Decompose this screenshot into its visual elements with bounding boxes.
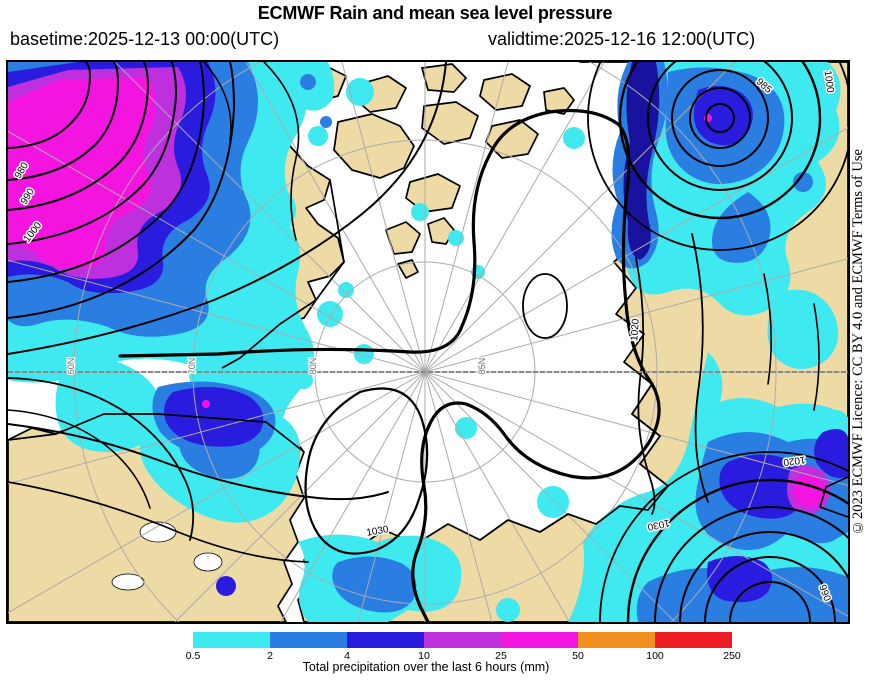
- colorbar-segment: [655, 632, 732, 648]
- contour-label: 1020: [629, 318, 642, 341]
- copyright-notice: ©2023 ECMWF Licence: CC BY 4.0 and ECMWF…: [850, 149, 866, 535]
- colorbar-tick: 50: [572, 650, 584, 662]
- graticule-label: 85N: [477, 358, 487, 375]
- precip-legend-caption: Total precipitation over the last 6 hour…: [302, 660, 550, 674]
- colorbar-segment: [270, 632, 347, 648]
- colorbar-tick: 0.5: [185, 650, 201, 662]
- precip-colorbar: [193, 632, 732, 648]
- colorbar-tick: 250: [723, 650, 741, 662]
- validtime-label: validtime:2025-12-16 12:00(UTC): [488, 29, 756, 49]
- graticule-labels: 60N 70N 80N 85N: [65, 356, 489, 375]
- coastlines-over-precip: [8, 179, 848, 533]
- precip-colorbar-ticks: 0.5 2 4 10 25 50 100 250: [186, 648, 741, 662]
- colorbar-segment: [347, 632, 424, 648]
- time-row: basetime:2025-12-13 00:00(UTC) validtime…: [0, 29, 870, 53]
- colorbar-tick: 10: [418, 650, 430, 662]
- colorbar-segment: [501, 632, 578, 648]
- colorbar-tick: 100: [646, 650, 664, 662]
- page-title: ECMWF Rain and mean sea level pressure: [257, 3, 613, 23]
- colorbar-tick: 4: [344, 650, 350, 662]
- colorbar-segment: [424, 632, 501, 648]
- graticule-label: 60N: [66, 358, 76, 375]
- contour-label: 1000: [821, 70, 835, 94]
- weather-map: 980 990 1000 985 1000 1020 1030 1030 1020 990 60N…: [6, 60, 850, 624]
- graticule-label: 80N: [308, 358, 318, 375]
- colorbar-segment: [193, 632, 270, 648]
- colorbar-tick: 2: [267, 650, 273, 662]
- graticule-label: 70N: [187, 358, 197, 375]
- basetime-label: basetime:2025-12-13 00:00(UTC): [10, 29, 280, 49]
- precip-legend: 0.5 2 4 10 25 50 100 250: [186, 632, 741, 662]
- pressure-contours: [8, 62, 848, 622]
- colorbar-segment: [578, 632, 655, 648]
- contour-label: 1020: [782, 453, 806, 467]
- colorbar-tick: 25: [495, 650, 507, 662]
